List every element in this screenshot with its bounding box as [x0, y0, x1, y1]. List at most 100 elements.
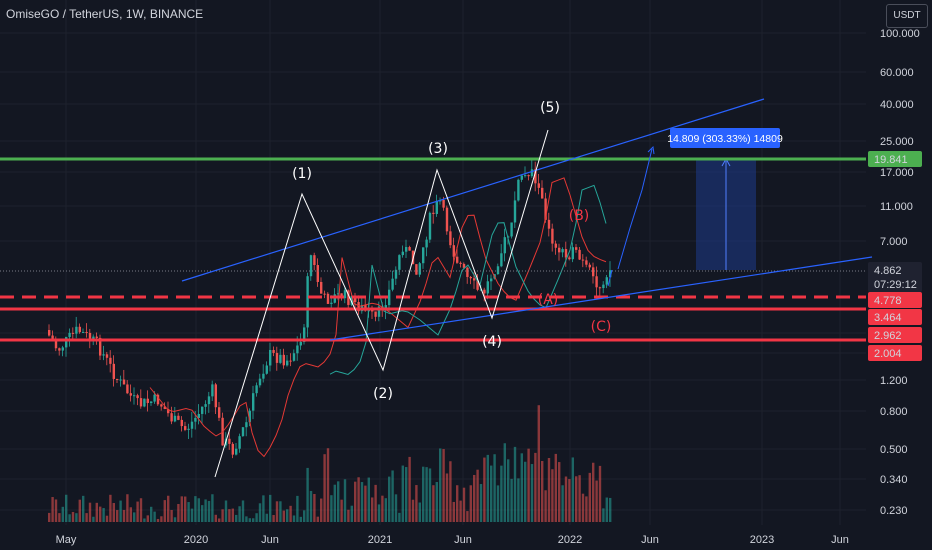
volume-bar: [214, 514, 217, 522]
candle-body: [401, 251, 404, 256]
candle-body: [333, 294, 336, 303]
volume-bar: [408, 456, 411, 522]
candle-body: [241, 427, 245, 437]
candle-body: [452, 245, 455, 257]
wave-label-2: (2): [373, 386, 393, 402]
channel-upper[interactable]: [181, 98, 765, 282]
volume-bar: [306, 467, 309, 522]
volume-bar: [442, 449, 445, 522]
time-tick-label: Jun: [454, 534, 472, 546]
volume-bar: [211, 494, 214, 522]
volume-bar: [146, 515, 149, 522]
volume-bar: [150, 506, 153, 522]
volume-bar: [248, 518, 251, 522]
candle-body: [442, 199, 445, 208]
candle-body: [272, 349, 275, 353]
volume-bar: [133, 512, 136, 522]
time-tick-label: Jun: [831, 534, 849, 546]
volume-bar: [554, 453, 557, 522]
candle-body: [119, 379, 122, 381]
candle-body: [71, 332, 75, 334]
candle-body: [156, 394, 160, 405]
candle-body: [262, 373, 265, 379]
volume-bar: [347, 509, 350, 522]
candle-body: [228, 438, 231, 444]
candle-body: [95, 336, 98, 338]
time-tick-label: 2022: [558, 534, 582, 546]
volume-bar: [459, 500, 462, 522]
volume-bar: [503, 443, 506, 522]
volume-bar: [510, 478, 513, 522]
candle-body: [54, 340, 58, 349]
volume-bar: [391, 470, 394, 522]
volume-bar: [534, 452, 537, 522]
volume-bar: [122, 510, 126, 522]
volume-bar: [381, 495, 384, 522]
time-tick-label: 2023: [750, 534, 774, 546]
volume-bar: [241, 500, 245, 522]
volume-bar: [411, 499, 415, 522]
volume-bar: [99, 506, 102, 522]
elliott-wave-lines: [214, 129, 549, 478]
candle-body: [269, 349, 272, 366]
candle-body: [173, 415, 177, 422]
volume-bar: [452, 501, 455, 522]
candle-body: [350, 296, 353, 305]
candle-body: [425, 239, 428, 248]
candle-body: [184, 426, 187, 430]
candle-body: [129, 393, 132, 396]
candle-body: [541, 187, 544, 199]
channel-lower[interactable]: [329, 256, 873, 341]
candle-body: [279, 354, 282, 363]
volume-bar: [394, 494, 398, 522]
volume-bar: [71, 511, 75, 522]
candle-body: [520, 175, 523, 180]
volume-bar: [581, 493, 585, 522]
volume-bar: [88, 502, 92, 522]
volume-bar: [343, 479, 347, 522]
volume-bar: [456, 485, 459, 522]
price-tick-label: 25.000: [880, 136, 914, 148]
volume-bar: [78, 499, 81, 522]
volume-bar: [269, 494, 272, 522]
candle-body: [337, 293, 340, 295]
candle-body: [58, 348, 61, 351]
candle-body: [445, 207, 449, 232]
small-arrow: [607, 269, 613, 287]
candle-body: [371, 310, 374, 312]
candle-body: [585, 260, 588, 265]
candle-body: [588, 264, 591, 268]
volume-bar: [320, 498, 323, 522]
volume-bar: [598, 465, 602, 522]
volume-bar: [360, 482, 364, 522]
volume-bar: [153, 511, 156, 522]
volume-bar: [173, 517, 177, 522]
volume-bar: [296, 495, 299, 522]
candle-body: [398, 255, 401, 270]
volume-bar: [595, 480, 598, 522]
price-tick-label: 1.200: [880, 375, 908, 387]
volume-bar: [377, 504, 381, 522]
volume-bar: [221, 509, 224, 522]
volume-bar: [364, 485, 367, 522]
volume-bar: [605, 497, 608, 522]
candle-body: [275, 352, 279, 363]
candle-body: [581, 259, 585, 261]
volume-bar: [238, 506, 241, 522]
volume-bar: [58, 513, 61, 522]
candle-body: [163, 406, 166, 410]
candle-body: [61, 347, 64, 351]
tag-red2-bg: [868, 309, 922, 325]
volume-bar: [466, 511, 469, 522]
volume-bar: [330, 495, 333, 522]
candle-body: [99, 337, 102, 356]
volume-bar: [85, 513, 88, 522]
candle-body: [561, 249, 564, 253]
currency-unit-button[interactable]: USDT: [886, 4, 928, 28]
candle-body: [479, 289, 483, 291]
candle-body: [320, 281, 323, 294]
volume-bar: [180, 496, 183, 522]
volume-bar: [95, 502, 98, 522]
tag-red3: 2.962: [874, 330, 902, 342]
